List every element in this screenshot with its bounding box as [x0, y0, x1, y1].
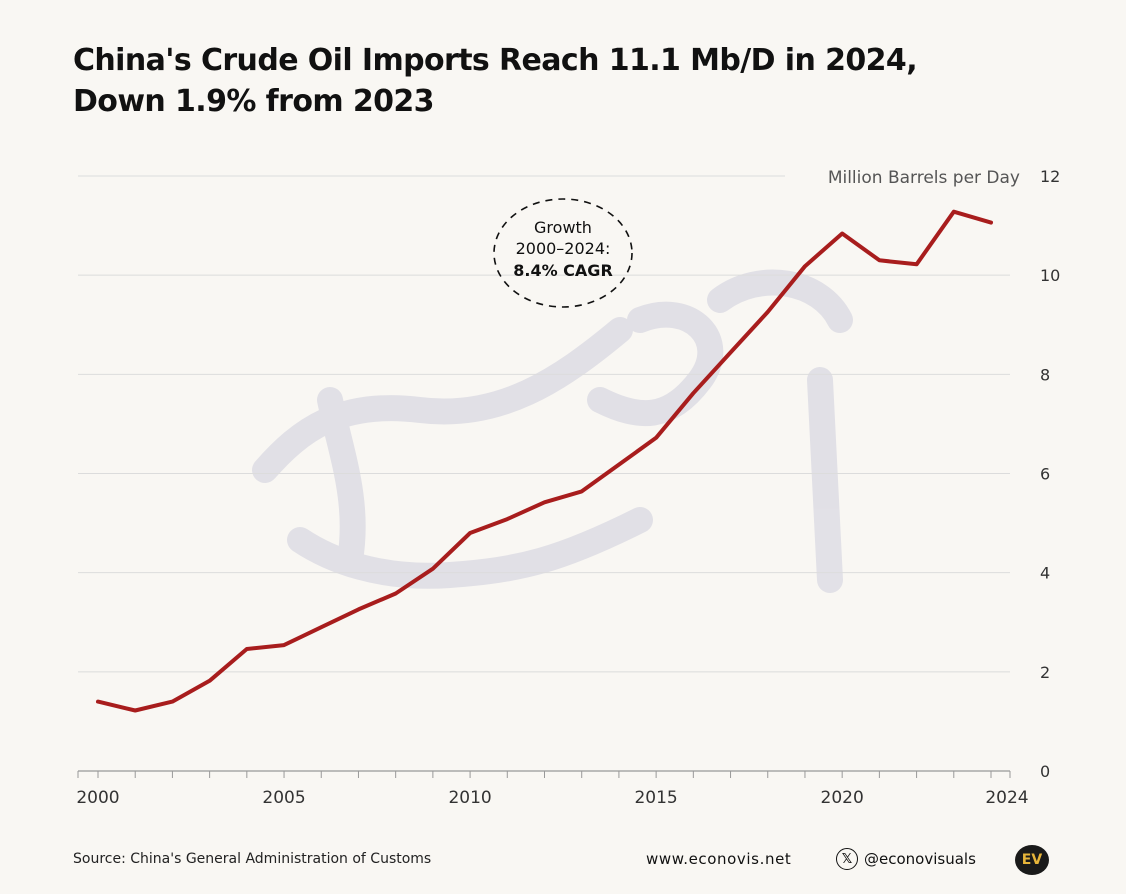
x-logo-icon: 𝕏 — [836, 848, 858, 870]
y-tick-label-8: 8 — [1040, 365, 1050, 384]
watermark-calligraphy — [252, 269, 853, 593]
annotation-line-3: 8.4% CAGR — [513, 261, 613, 280]
cagr-annotation: Growth 2000–2024: 8.4% CAGR — [493, 198, 633, 308]
data-points — [96, 210, 993, 713]
y-tick-label-2: 2 — [1040, 663, 1050, 682]
x-tick-label-2020: 2020 — [821, 788, 864, 808]
x-axis: 2000 2005 2010 2015 2020 2024 — [76, 770, 1029, 808]
annotation-line-2: 2000–2024: — [516, 239, 611, 258]
y-axis-label: Million Barrels per Day — [828, 168, 1020, 188]
title-line-1: China's Crude Oil Imports Reach 11.1 Mb/… — [73, 43, 918, 78]
social-handle-text: @econovisuals — [864, 850, 976, 868]
x-tick-label-2000: 2000 — [76, 788, 119, 808]
title-line-2: Down 1.9% from 2023 — [73, 84, 435, 119]
y-tick-label-10: 10 — [1040, 266, 1060, 285]
source-note: Source: China's General Administration o… — [73, 851, 432, 867]
y-tick-label-0: 0 — [1040, 762, 1050, 781]
x-tick-label-2024: 2024 — [985, 788, 1028, 808]
x-tick-label-2010: 2010 — [448, 788, 491, 808]
grid-lines — [78, 175, 1010, 673]
social-handle[interactable]: 𝕏 @econovisuals — [836, 848, 976, 870]
chart-title: China's Crude Oil Imports Reach 11.1 Mb/… — [73, 40, 1073, 122]
x-tick-label-2015: 2015 — [634, 788, 677, 808]
series-line-crude-oil-imports — [96, 209, 993, 713]
website-link[interactable]: www.econovis.net — [646, 850, 792, 868]
ev-logo: EV — [1015, 845, 1049, 875]
annotation-line-1: Growth — [534, 218, 592, 237]
x-tick-label-2005: 2005 — [262, 788, 305, 808]
y-tick-label-12: 12 — [1040, 167, 1060, 186]
y-tick-label-4: 4 — [1040, 564, 1050, 583]
y-axis-ticks: 0 2 4 6 8 10 12 — [1040, 167, 1060, 781]
y-tick-label-6: 6 — [1040, 465, 1050, 484]
annotation-dashed-circle — [493, 198, 633, 308]
